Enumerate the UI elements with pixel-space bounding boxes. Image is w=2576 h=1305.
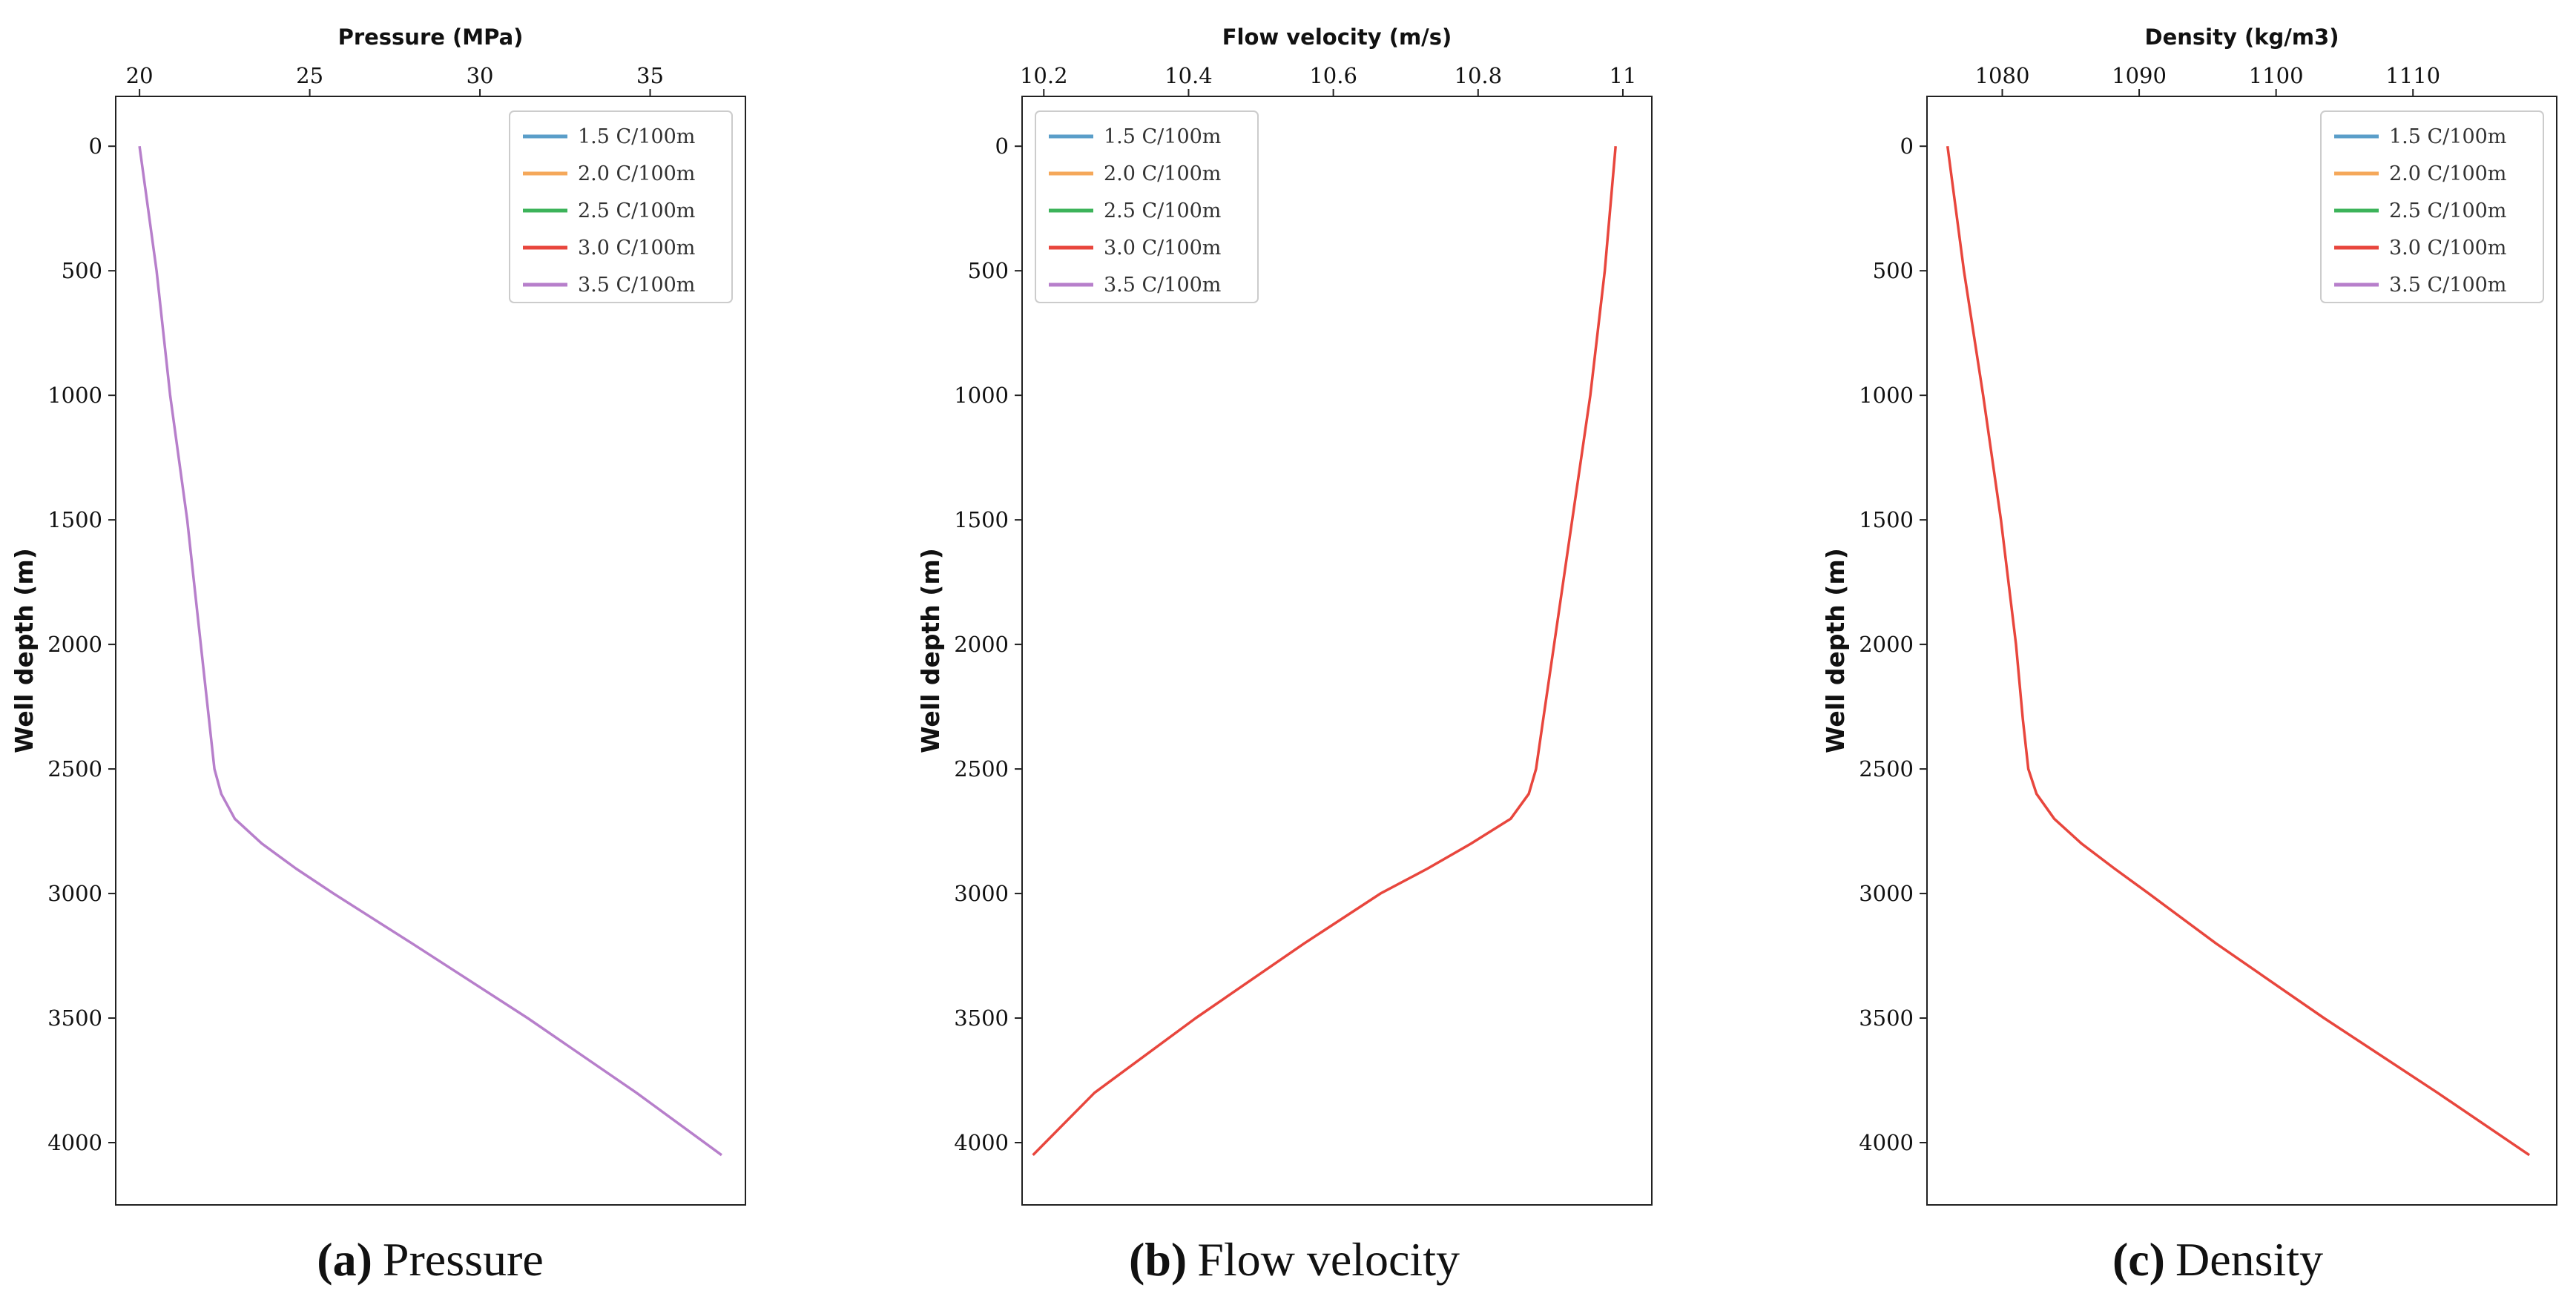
caption-letter: (a) <box>317 1233 372 1286</box>
legend-entry: 3.5 C/100m <box>2389 274 2506 297</box>
y-tick-label: 3000 <box>47 881 102 906</box>
legend-box <box>509 110 733 303</box>
y-tick-label: 2500 <box>1859 756 1914 782</box>
y-tick-label: 3000 <box>954 881 1009 906</box>
x-tick-label: 10.2 <box>1020 63 1068 88</box>
legend-entry: 2.0 C/100m <box>578 162 695 185</box>
x-tick-label: 20 <box>126 63 154 88</box>
caption-text: Flow velocity <box>1197 1233 1460 1286</box>
axis-title: Flow velocity (m/s) <box>1222 24 1452 50</box>
y-tick-label: 1000 <box>47 383 102 408</box>
caption-letter: (c) <box>2112 1233 2165 1286</box>
legend-entry: 1.5 C/100m <box>578 125 695 148</box>
chart-panel-1: 20 25 30 35 0 500 1000 1500 2000 2500 3000 3500 4000… <box>10 24 746 1286</box>
y-axis-label: Well depth (m) <box>916 548 945 753</box>
legend-entry: 2.5 C/100m <box>1104 199 1221 222</box>
legend-entry: 1.5 C/100m <box>2389 125 2506 148</box>
legend: 1.5 C/100m 2.0 C/100m 2.5 C/100m 3.0 C/100m… <box>1035 110 1259 303</box>
panel-caption: (b) Flow velocity <box>1129 1233 1460 1286</box>
y-tick-label: 500 <box>968 258 1009 283</box>
caption-letter: (b) <box>1129 1233 1187 1286</box>
plot-frame <box>1926 96 2557 1206</box>
y-tick-label: 3500 <box>954 1005 1009 1031</box>
x-tick-label: 11 <box>1610 63 1637 88</box>
y-tick-label: 3500 <box>1859 1005 1914 1031</box>
legend-entry: 2.0 C/100m <box>1104 162 1221 185</box>
series-line-3-0-C-100m <box>1032 146 1617 1157</box>
axis-title: Pressure (MPa) <box>338 24 524 50</box>
legend-entry: 2.5 C/100m <box>578 199 695 222</box>
y-tick-label: 3000 <box>1859 881 1914 906</box>
y-tick-label: 4000 <box>47 1130 102 1155</box>
x-tick-label: 1080 <box>1975 63 2030 88</box>
x-tick-label: 1110 <box>2385 63 2440 88</box>
x-tick-label: 35 <box>636 63 664 88</box>
y-tick-label: 2500 <box>47 756 102 782</box>
panel-caption: (a) Pressure <box>317 1233 543 1286</box>
x-tick-label: 10.8 <box>1455 63 1503 88</box>
y-tick-label: 0 <box>89 133 102 159</box>
y-tick-label: 0 <box>995 133 1009 159</box>
y-tick-label: 500 <box>1873 258 1914 283</box>
y-axis-label: Well depth (m) <box>1821 548 1850 753</box>
series-line-3-5-C-100m <box>138 145 722 1157</box>
legend: 1.5 C/100m 2.0 C/100m 2.5 C/100m 3.0 C/100m… <box>509 110 733 303</box>
series-line-3-0-C-100m <box>1946 145 2531 1157</box>
y-tick-label: 3500 <box>47 1005 102 1031</box>
y-tick-label: 1500 <box>954 507 1009 532</box>
legend-entry: 3.0 C/100m <box>1104 237 1221 260</box>
plot-frame <box>1021 96 1653 1206</box>
y-tick-label: 2000 <box>954 632 1009 657</box>
axis-title: Density (kg/m3) <box>2145 24 2339 50</box>
legend-entry: 2.0 C/100m <box>2389 162 2506 185</box>
legend-entry: 3.5 C/100m <box>578 274 695 297</box>
legend-entry: 3.5 C/100m <box>1104 274 1221 297</box>
x-tick-label: 30 <box>467 63 494 88</box>
x-tick-label: 1100 <box>2249 63 2304 88</box>
x-tick-label: 1090 <box>2112 63 2167 88</box>
legend-box <box>1035 110 1259 303</box>
legend: 1.5 C/100m 2.0 C/100m 2.5 C/100m 3.0 C/100m… <box>2320 110 2544 303</box>
y-tick-label: 2500 <box>954 756 1009 782</box>
y-tick-label: 1500 <box>1859 507 1914 532</box>
y-tick-label: 2000 <box>1859 632 1914 657</box>
x-tick-label: 10.4 <box>1165 63 1213 88</box>
legend-entry: 3.0 C/100m <box>578 237 695 260</box>
y-axis-label: Well depth (m) <box>10 548 39 753</box>
x-tick-label: 25 <box>296 63 323 88</box>
x-tick-label: 10.6 <box>1309 63 1357 88</box>
caption-text: Density <box>2175 1233 2323 1286</box>
legend-entry: 1.5 C/100m <box>1104 125 1221 148</box>
legend-entry: 3.0 C/100m <box>2389 237 2506 260</box>
y-tick-label: 1500 <box>47 507 102 532</box>
legend-entry: 2.5 C/100m <box>2389 199 2506 222</box>
y-tick-label: 0 <box>1900 133 1914 159</box>
y-tick-label: 500 <box>62 258 102 283</box>
y-tick-label: 2000 <box>47 632 102 657</box>
y-tick-label: 1000 <box>1859 383 1914 408</box>
caption-text: Pressure <box>383 1233 544 1286</box>
chart-panel-3: 1080 1090 1100 1110 0 500 1000 1500 2000 2500 3000… <box>1821 24 2557 1286</box>
y-tick-label: 1000 <box>954 383 1009 408</box>
legend-box <box>2320 110 2544 303</box>
plot-frame <box>115 96 746 1206</box>
y-tick-label: 4000 <box>954 1130 1009 1155</box>
chart-panel-2: 10.2 10.4 10.6 10.8 11 0 500 1000 1500 2000 2500 30… <box>916 24 1653 1286</box>
y-tick-label: 4000 <box>1859 1130 1914 1155</box>
panel-caption: (c) Density <box>2112 1233 2323 1286</box>
